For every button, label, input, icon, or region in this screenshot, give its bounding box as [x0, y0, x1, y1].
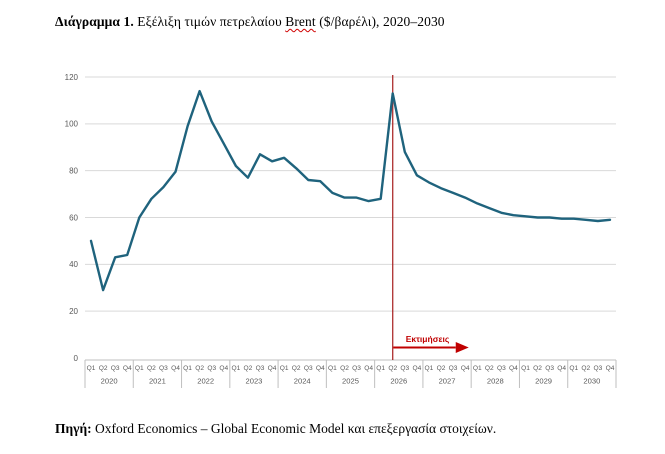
x-axis-quarter-label: Q4: [268, 365, 277, 372]
x-axis-quarter-label: Q2: [340, 365, 349, 372]
source-text: Oxford Economics – Global Economic Model…: [91, 421, 497, 436]
source-label: Πηγή:: [55, 421, 92, 436]
x-axis-quarter-label: Q2: [292, 365, 301, 372]
x-axis-quarter-label: Q4: [316, 365, 325, 372]
y-axis-tick-label: 40: [69, 260, 78, 269]
x-axis-quarter-label: Q2: [581, 365, 590, 372]
x-axis-year-label: 2024: [294, 377, 311, 386]
chart-title-text: Εξέλιξη τιμών πετρελαίου: [133, 14, 286, 29]
x-axis-quarter-label: Q1: [425, 365, 434, 372]
x-axis-year-label: 2030: [583, 377, 600, 386]
x-axis-quarter-label: Q3: [352, 365, 361, 372]
x-axis-quarter-label: Q2: [388, 365, 397, 372]
x-axis-quarter-label: Q4: [509, 365, 518, 372]
x-axis-quarter-label: Q1: [473, 365, 482, 372]
x-axis-quarter-label: Q3: [111, 365, 120, 372]
x-axis-quarter-label: Q3: [497, 365, 506, 372]
x-axis-quarter-label: Q3: [449, 365, 458, 372]
x-axis-quarter-label: Q3: [593, 365, 602, 372]
x-axis-quarter-label: Q2: [147, 365, 156, 372]
forecast-annotation-label: Εκτιμήσεις: [406, 334, 450, 344]
x-axis-quarter-label: Q3: [545, 365, 554, 372]
x-axis-quarter-label: Q2: [437, 365, 446, 372]
x-axis-year-label: 2025: [342, 377, 359, 386]
x-axis-quarter-label: Q3: [207, 365, 216, 372]
x-axis-quarter-label: Q1: [328, 365, 337, 372]
x-axis-year-label: 2028: [487, 377, 504, 386]
y-axis-tick-label: 120: [65, 73, 79, 82]
brent-price-series-line: [89, 89, 612, 292]
x-axis-year-label: 2023: [246, 377, 263, 386]
y-axis-tick-label: 0: [74, 354, 79, 363]
x-axis-quarter-label: Q1: [280, 365, 289, 372]
y-axis-tick-label: 20: [69, 307, 78, 316]
x-axis-quarter-label: Q1: [183, 365, 192, 372]
x-axis-quarter-label: Q4: [123, 365, 132, 372]
x-axis-quarter-label: Q4: [606, 365, 615, 372]
x-axis-quarter-label: Q1: [521, 365, 530, 372]
chart-area: 0 20 40 60 80 100 120 Q1 Q2 Q3 Q4 Q1 Q2 Q3 Q4 Q1 Q2 Q3 Q4 Q…: [40, 58, 630, 403]
chart-title-brent-word: Brent: [285, 14, 316, 29]
x-axis-quarter-label: Q2: [195, 365, 204, 372]
x-axis-quarter-label: Q3: [159, 365, 168, 372]
y-axis-tick-label: 100: [65, 120, 79, 129]
chart-title: Διάγραμμα 1. Εξέλιξη τιμών πετρελαίου Br…: [55, 14, 615, 30]
x-axis-quarter-label: Q4: [461, 365, 470, 372]
x-axis-year-label: 2020: [101, 377, 118, 386]
x-axis-quarter-label: Q1: [87, 365, 96, 372]
x-axis-year-label: 2026: [390, 377, 407, 386]
x-axis-quarter-label: Q2: [244, 365, 253, 372]
chart-title-suffix: ($/βαρέλι), 2020–2030: [315, 14, 445, 29]
y-axis-tick-label: 60: [69, 213, 78, 222]
x-axis-quarter-label: Q4: [557, 365, 566, 372]
x-axis-year-label: 2027: [439, 377, 456, 386]
y-axis-tick-label: 80: [69, 166, 78, 175]
x-axis-quarter-label: Q2: [533, 365, 542, 372]
x-axis-quarter-label: Q4: [412, 365, 421, 372]
x-axis-quarter-label: Q4: [171, 365, 180, 372]
x-axis-quarter-label: Q3: [400, 365, 409, 372]
x-axis-quarter-label: Q4: [219, 365, 228, 372]
forecast-arrow-head: [455, 342, 469, 353]
x-axis-year-label: 2022: [197, 377, 214, 386]
x-axis-quarter-label: Q1: [135, 365, 144, 372]
x-axis-quarter-label: Q2: [485, 365, 494, 372]
x-axis-quarter-label: Q1: [376, 365, 385, 372]
x-axis-quarter-label: Q1: [569, 365, 578, 372]
chart-title-number: Διάγραμμα 1.: [55, 14, 134, 29]
x-axis-year-label: 2029: [535, 377, 552, 386]
x-axis-quarter-label: Q3: [304, 365, 313, 372]
x-axis-year-label: 2021: [149, 377, 166, 386]
source-note: Πηγή: Oxford Economics – Global Economic…: [55, 421, 635, 437]
x-axis-quarter-label: Q4: [364, 365, 373, 372]
x-axis-quarter-label: Q1: [231, 365, 240, 372]
x-axis-quarter-label: Q2: [99, 365, 108, 372]
x-axis-quarter-label: Q3: [256, 365, 265, 372]
